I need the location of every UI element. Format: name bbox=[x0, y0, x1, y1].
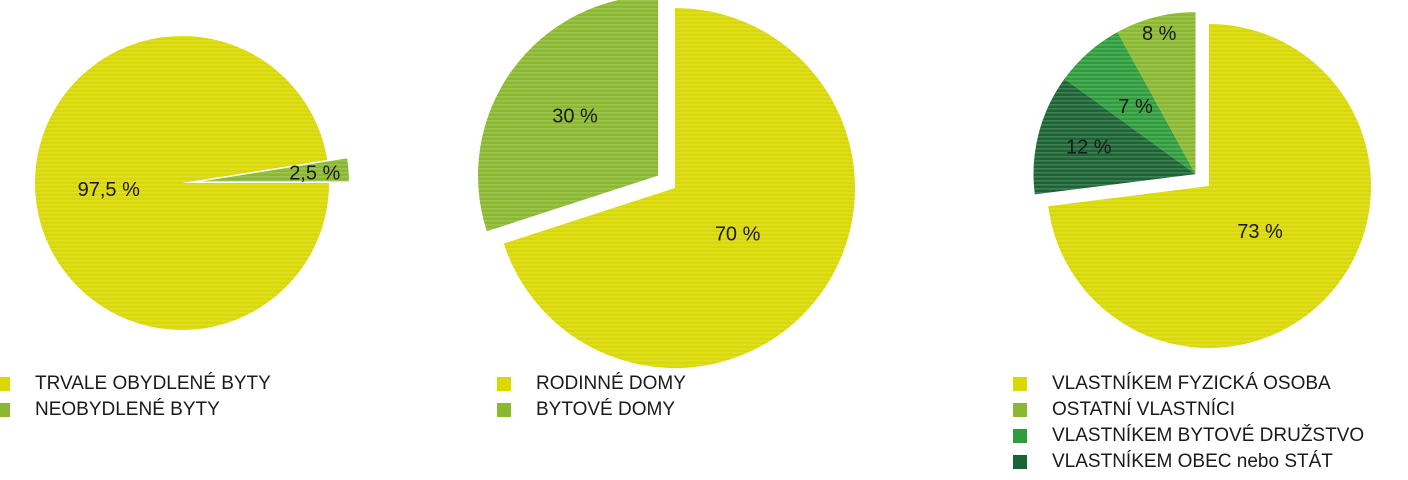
legend-label: BYTOVÉ DOMY bbox=[536, 399, 676, 420]
legend-swatch bbox=[497, 377, 511, 391]
pie-slice-texture bbox=[1033, 78, 1196, 195]
legend-item: TRVALE OBYDLENÉ BYTY bbox=[0, 371, 271, 397]
pie-data-label: 30 % bbox=[552, 105, 598, 127]
legend-item: OSTATNÍ VLASTNÍCI bbox=[1013, 397, 1364, 423]
legend-item: VLASTNÍKEM OBEC nebo STÁT bbox=[1013, 449, 1364, 475]
pie-data-label: 12 % bbox=[1066, 137, 1112, 159]
legend-label: VLASTNÍKEM FYZICKÁ OSOBA bbox=[1052, 373, 1331, 394]
pie-data-label: 73 % bbox=[1237, 221, 1283, 243]
pie-slice-texture bbox=[478, 0, 659, 232]
pie-data-label: 8 % bbox=[1142, 23, 1177, 45]
pie-chart-ownership: 73 % 12 % 7 % 8 % bbox=[1033, 12, 1371, 348]
pie-slice-texture bbox=[1117, 12, 1196, 175]
legend-building-type: RODINNÉ DOMY BYTOVÉ DOMY bbox=[497, 371, 686, 423]
legend-swatch bbox=[0, 377, 10, 391]
pie-slice-texture bbox=[503, 8, 856, 368]
legend-label: RODINNÉ DOMY bbox=[536, 373, 686, 394]
legend-item: BYTOVÉ DOMY bbox=[497, 397, 686, 423]
legend-swatch bbox=[497, 403, 511, 417]
legend-ownership: VLASTNÍKEM FYZICKÁ OSOBA OSTATNÍ VLASTNÍ… bbox=[1013, 371, 1364, 475]
legend-item: VLASTNÍKEM BYTOVÉ DRUŽSTVO bbox=[1013, 423, 1364, 449]
legend-label: OSTATNÍ VLASTNÍCI bbox=[1052, 399, 1235, 420]
pie-data-label: 97,5 % bbox=[78, 179, 140, 201]
pie-data-label: 7 % bbox=[1118, 96, 1153, 118]
legend-item: VLASTNÍKEM FYZICKÁ OSOBA bbox=[1013, 371, 1364, 397]
legend-item: RODINNÉ DOMY bbox=[497, 371, 686, 397]
legend-swatch bbox=[1013, 455, 1027, 469]
legend-swatch bbox=[1013, 377, 1027, 391]
pie-slice-texture bbox=[1048, 24, 1371, 348]
pie-slice-texture bbox=[201, 158, 349, 182]
legend-item: NEOBYDLENÉ BYTY bbox=[0, 397, 271, 423]
pie-chart-building-type: 70 % 30 % bbox=[478, 0, 856, 368]
pie-slice-texture bbox=[34, 36, 329, 330]
pie-slice-texture bbox=[1064, 32, 1196, 175]
pie-data-label: 2,5 % bbox=[289, 163, 340, 185]
pie-data-label: 70 % bbox=[715, 223, 761, 245]
legend-label: TRVALE OBYDLENÉ BYTY bbox=[35, 373, 271, 394]
legend-label: VLASTNÍKEM OBEC nebo STÁT bbox=[1052, 451, 1333, 472]
legend-label: NEOBYDLENÉ BYTY bbox=[35, 399, 220, 420]
legend-swatch bbox=[0, 403, 10, 417]
pie-chart-occupancy: 97,5 % 2,5 % bbox=[34, 36, 349, 330]
legend-swatch bbox=[1013, 429, 1027, 443]
legend-label: VLASTNÍKEM BYTOVÉ DRUŽSTVO bbox=[1052, 425, 1365, 446]
legend-occupancy: TRVALE OBYDLENÉ BYTY NEOBYDLENÉ BYTY bbox=[0, 371, 271, 423]
legend-swatch bbox=[1013, 403, 1027, 417]
